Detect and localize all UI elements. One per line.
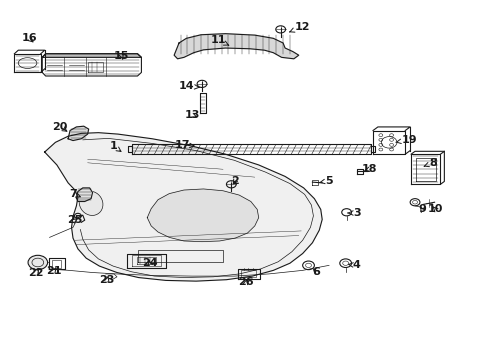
Text: 10: 10 xyxy=(428,204,443,215)
Polygon shape xyxy=(76,188,93,202)
Text: 2: 2 xyxy=(231,176,239,186)
Polygon shape xyxy=(174,34,299,59)
Text: 26: 26 xyxy=(238,277,254,287)
Text: 3: 3 xyxy=(348,208,361,218)
Text: 19: 19 xyxy=(396,135,417,145)
Polygon shape xyxy=(45,133,322,281)
Text: 25: 25 xyxy=(67,215,83,225)
Text: 16: 16 xyxy=(21,33,37,43)
Text: 20: 20 xyxy=(52,122,68,132)
Text: 22: 22 xyxy=(28,267,44,278)
Text: 23: 23 xyxy=(99,275,115,285)
Text: 11: 11 xyxy=(210,35,229,45)
Text: 7: 7 xyxy=(69,189,80,199)
Text: 1: 1 xyxy=(109,141,121,152)
Text: 14: 14 xyxy=(178,81,200,91)
Text: 17: 17 xyxy=(175,140,194,150)
Text: 9: 9 xyxy=(418,204,426,215)
Text: 4: 4 xyxy=(349,260,360,270)
Text: 12: 12 xyxy=(290,22,310,32)
Polygon shape xyxy=(68,126,89,140)
Text: 13: 13 xyxy=(185,111,200,121)
Text: 5: 5 xyxy=(319,176,333,186)
Polygon shape xyxy=(147,189,259,242)
Text: 15: 15 xyxy=(114,51,129,61)
Text: 8: 8 xyxy=(424,158,438,168)
Text: 18: 18 xyxy=(362,164,377,174)
Polygon shape xyxy=(42,54,142,57)
Ellipse shape xyxy=(79,191,103,215)
Text: 21: 21 xyxy=(46,266,61,276)
Text: 6: 6 xyxy=(313,267,320,277)
Circle shape xyxy=(28,255,48,270)
Text: 24: 24 xyxy=(142,258,157,268)
